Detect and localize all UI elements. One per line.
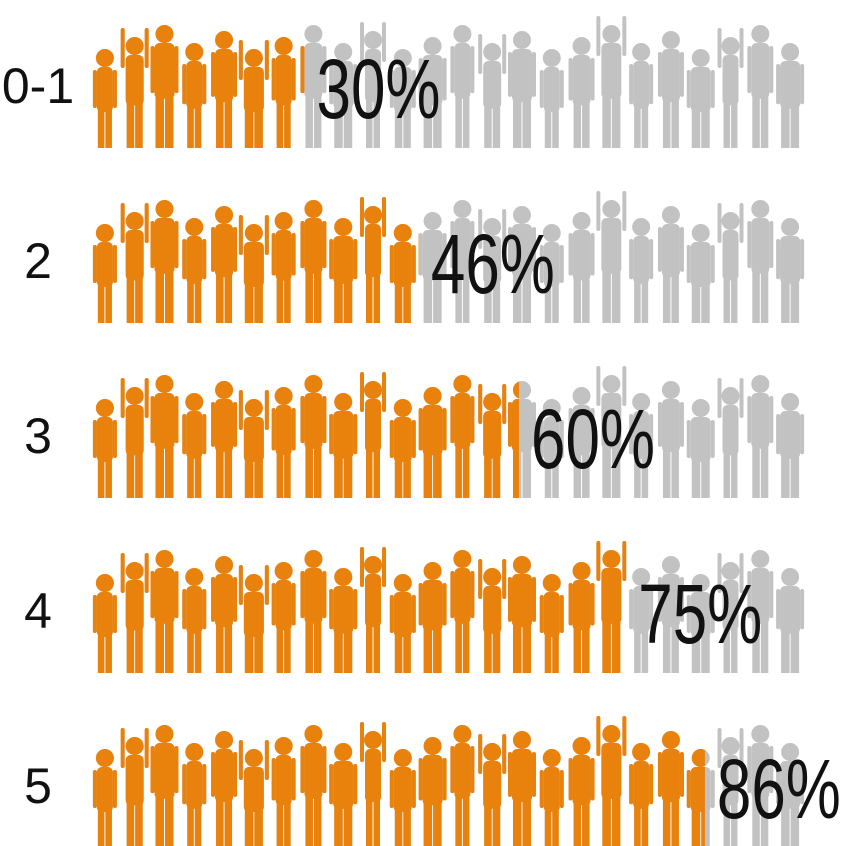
value-label: 30% (317, 42, 441, 136)
value-label: 75% (638, 567, 762, 661)
value-label: 46% (431, 217, 555, 311)
value-label: 86% (717, 742, 841, 836)
value-label: 60% (531, 392, 655, 486)
category-label: 5 (24, 758, 52, 814)
category-label: 3 (24, 408, 52, 464)
category-label: 4 (24, 583, 52, 639)
filled-figures (93, 716, 804, 846)
category-label: 2 (24, 233, 52, 289)
chart: 0-1 30% 2 46% 3 60% 4 75% 5 86% (0, 0, 844, 846)
category-label: 0-1 (2, 58, 74, 114)
